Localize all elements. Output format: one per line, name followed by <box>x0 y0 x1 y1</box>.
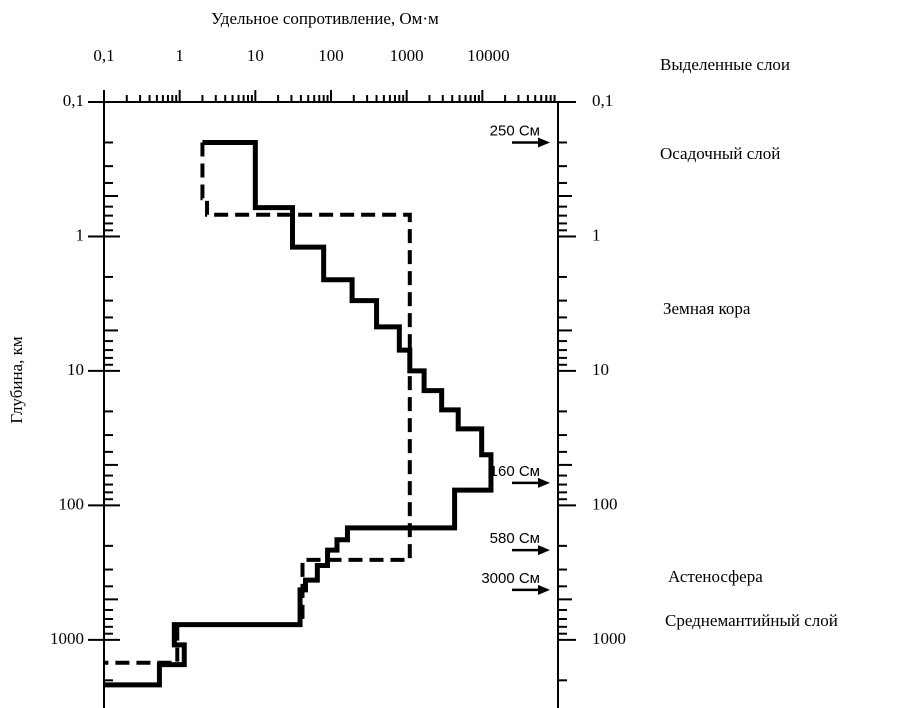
profile-line <box>104 139 494 688</box>
annotation: 250 См <box>490 122 540 139</box>
annotation: 3000 См <box>481 570 540 587</box>
annotation: 580 См <box>490 530 540 547</box>
y-tick-label: 0,1 <box>592 91 613 110</box>
y-tick-label: 1000 <box>50 629 84 648</box>
y-axis-label: Глубина, км <box>7 336 26 423</box>
layers-title: Выделенные слои <box>660 55 790 74</box>
x-tick-label: 1 <box>175 46 184 65</box>
arrow-head <box>538 545 550 556</box>
y-tick-label: 0,1 <box>63 91 84 110</box>
x-tick-label: 10 <box>247 46 264 65</box>
profile-line <box>104 142 412 665</box>
arrow-head <box>538 584 550 595</box>
x-tick-label: 1000 <box>390 46 424 65</box>
layer-label: Астеносфера <box>668 567 763 586</box>
y-tick-label: 1000 <box>592 629 626 648</box>
layer-label: Среднемантийный слой <box>665 611 838 630</box>
y-tick-label: 1 <box>592 225 601 244</box>
y-tick-label: 1 <box>76 225 85 244</box>
x-tick-label: 10000 <box>467 46 510 65</box>
y-tick-label: 100 <box>59 494 85 513</box>
layer-label: Земная кора <box>663 299 751 318</box>
y-tick-label: 100 <box>592 494 618 513</box>
annotation: 160 См <box>490 463 540 480</box>
y-tick-label: 10 <box>592 360 609 379</box>
y-tick-label: 10 <box>67 360 84 379</box>
arrow-head <box>538 137 550 148</box>
arrow-head <box>538 477 550 488</box>
x-tick-label: 100 <box>318 46 344 65</box>
x-tick-label: 0,1 <box>93 46 114 65</box>
x-axis-label: Удельное сопротивление, Ом·м <box>211 9 439 28</box>
layer-label: Осадочный слой <box>660 144 780 163</box>
